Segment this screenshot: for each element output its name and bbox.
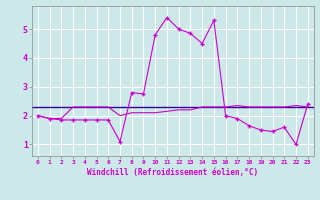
X-axis label: Windchill (Refroidissement éolien,°C): Windchill (Refroidissement éolien,°C)	[87, 168, 258, 177]
